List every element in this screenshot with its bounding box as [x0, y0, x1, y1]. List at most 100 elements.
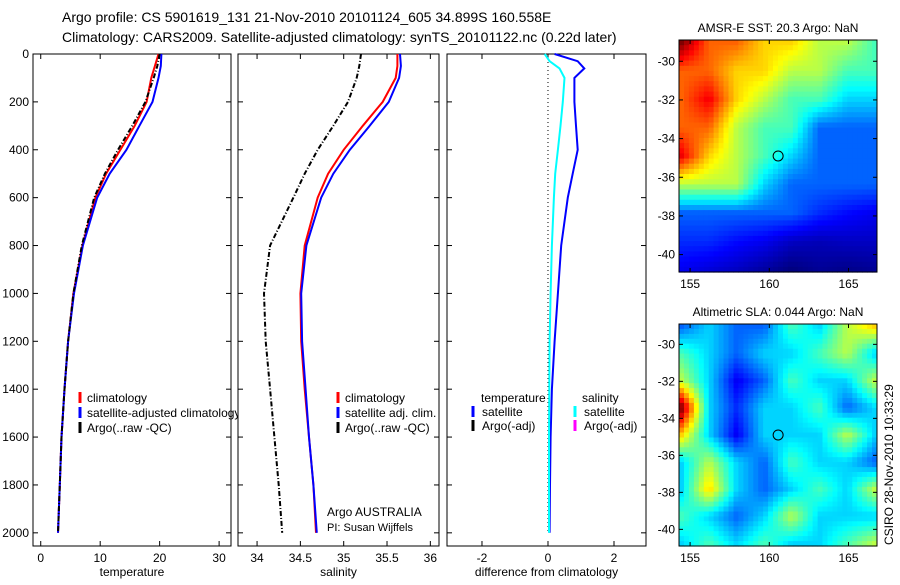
map-cell — [778, 486, 784, 493]
map-cell — [807, 101, 814, 108]
map-cell — [763, 184, 769, 191]
map-cell — [872, 506, 878, 512]
map-cell — [753, 501, 759, 508]
map-cell — [713, 55, 720, 62]
map-cell — [708, 432, 715, 438]
map-cell — [822, 194, 828, 201]
map-cell — [768, 481, 774, 488]
map-cell — [787, 174, 794, 180]
map-cell — [817, 526, 824, 532]
map-cell — [867, 76, 873, 82]
map-cell — [758, 452, 764, 458]
map-cell — [837, 45, 843, 51]
map-cell — [768, 407, 774, 414]
map-cell — [723, 215, 729, 222]
map-cell — [753, 328, 759, 335]
map-cell — [783, 467, 789, 473]
map-cell — [797, 467, 804, 473]
map-cell — [693, 101, 700, 108]
map-cell — [743, 398, 749, 404]
map-cell — [768, 442, 774, 448]
map-cell — [743, 60, 749, 67]
map-cell — [842, 383, 848, 389]
map-cell — [713, 541, 720, 547]
map-cell — [857, 143, 863, 149]
map-cell — [822, 256, 828, 263]
map-cell — [778, 383, 784, 389]
map-cell — [862, 383, 868, 389]
map-cell — [787, 65, 794, 72]
map-cell — [688, 491, 695, 498]
map-cell — [743, 179, 749, 185]
map-cell — [733, 511, 739, 517]
map-cell — [718, 378, 725, 384]
map-cell — [778, 96, 784, 103]
map-cell — [847, 127, 853, 134]
map-cell — [688, 225, 695, 232]
map-cell — [708, 506, 715, 512]
map-cell — [679, 358, 685, 364]
map-cell — [693, 235, 700, 242]
map-cell — [857, 112, 863, 118]
map-cell — [817, 407, 824, 414]
map-cell — [847, 117, 853, 124]
map-cell — [723, 343, 729, 350]
map-cell — [703, 358, 710, 364]
map-cell — [783, 101, 789, 108]
map-cell — [763, 378, 769, 384]
map-cell — [822, 45, 828, 51]
map-cell — [862, 368, 868, 374]
map-cell — [723, 388, 729, 394]
map-cell — [867, 261, 873, 268]
map-cell — [842, 158, 848, 165]
map-cell — [723, 143, 729, 149]
map-cell — [792, 189, 799, 196]
map-cell — [703, 328, 710, 335]
map-cell — [847, 45, 853, 51]
map-cell — [768, 153, 774, 160]
map-cell — [763, 388, 769, 394]
map-cell — [837, 143, 843, 149]
map-cell — [802, 338, 809, 345]
map-cell — [842, 481, 848, 488]
map-cell — [758, 536, 764, 542]
map-cell — [698, 96, 705, 103]
map-cell — [797, 383, 804, 389]
map-cell — [812, 148, 819, 155]
map-cell — [842, 230, 848, 237]
map-cell — [708, 45, 715, 51]
map-cell — [738, 432, 744, 438]
map-cell — [797, 107, 804, 113]
map-cell — [748, 427, 754, 434]
map-cell — [847, 324, 853, 330]
map-cell — [723, 452, 729, 458]
map-cell — [708, 143, 715, 149]
map-cell — [852, 81, 858, 87]
map-cell — [792, 86, 799, 93]
map-cell — [758, 442, 764, 448]
map-cell — [832, 353, 838, 360]
legend-label: Argo(-adj) — [482, 419, 535, 433]
map-cell — [783, 127, 789, 134]
map-cell — [748, 486, 754, 493]
map-cell — [867, 506, 873, 512]
map-cell — [728, 447, 734, 453]
map-cell — [837, 348, 843, 355]
map-cell — [733, 132, 739, 139]
map-cell — [847, 138, 853, 144]
map-cell — [688, 531, 695, 537]
map-cell — [679, 65, 685, 72]
map-cell — [748, 491, 754, 498]
map-cell — [703, 266, 710, 273]
map-cell — [817, 452, 824, 458]
map-cell — [872, 348, 878, 355]
map-cell — [713, 536, 720, 542]
map-cell — [743, 215, 749, 222]
map-cell — [758, 378, 764, 384]
map-cell — [797, 122, 804, 129]
map-cell — [733, 112, 739, 118]
map-cell — [738, 143, 744, 149]
map-cell — [733, 251, 739, 258]
map-cell — [763, 230, 769, 237]
map-cell — [738, 40, 744, 46]
